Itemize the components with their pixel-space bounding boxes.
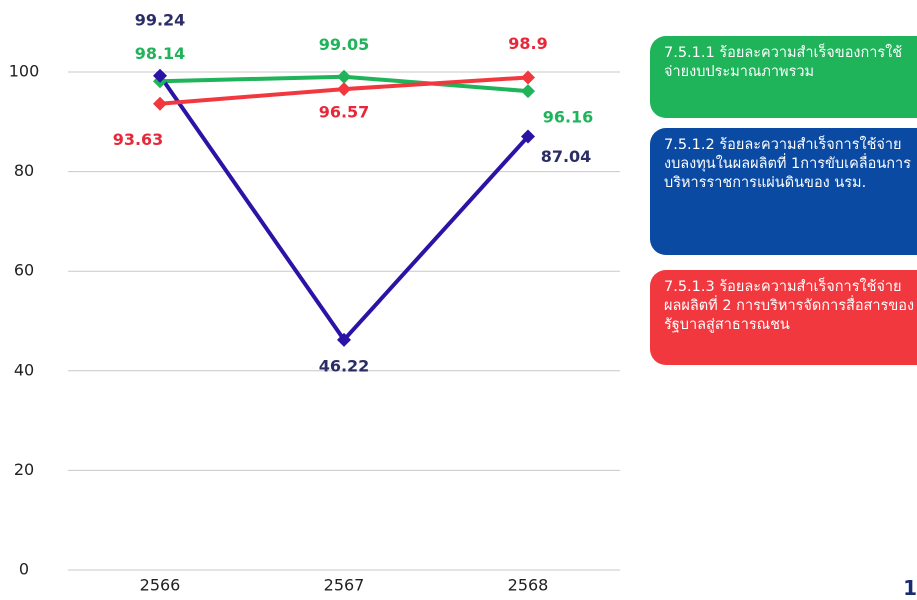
- legend-entry: 7.5.1.2 ร้อยละความสำเร็จการใช้จ่ายงบลงทุ…: [650, 128, 917, 255]
- x-tick-label: 2567: [324, 576, 365, 595]
- point-marker: [337, 69, 351, 84]
- data-label: 96.57: [319, 103, 370, 122]
- point-marker: [153, 68, 167, 83]
- y-tick-label: 60: [14, 261, 34, 280]
- y-tick-label: 20: [14, 460, 34, 479]
- data-label: 46.22: [319, 356, 370, 375]
- point-marker: [521, 129, 535, 144]
- point-marker: [521, 70, 535, 85]
- legend-entry: 7.5.1.3 ร้อยละความสำเร็จการใช้จ่ายผลผลิต…: [650, 270, 917, 365]
- point-marker: [521, 84, 535, 99]
- y-tick-label: 40: [14, 360, 34, 379]
- page-number: 1: [903, 576, 917, 600]
- legend-entry: 7.5.1.1 ร้อยละความสำเร็จของการใช้จ่ายงบป…: [650, 36, 917, 118]
- data-label: 93.63: [113, 130, 164, 149]
- data-label: 99.05: [319, 35, 370, 54]
- y-tick-label: 0: [19, 560, 29, 579]
- x-tick-label: 2566: [140, 576, 181, 595]
- point-marker: [337, 82, 351, 97]
- y-tick-label: 80: [14, 161, 34, 180]
- point-marker: [337, 332, 351, 347]
- x-tick-label: 2568: [508, 576, 549, 595]
- data-label: 99.24: [135, 10, 186, 29]
- data-label: 96.16: [543, 108, 594, 127]
- data-label: 87.04: [541, 147, 592, 166]
- y-tick-label: 100: [9, 62, 40, 81]
- data-label: 98.9: [508, 34, 547, 53]
- point-marker: [153, 96, 167, 111]
- data-label: 98.14: [135, 44, 186, 63]
